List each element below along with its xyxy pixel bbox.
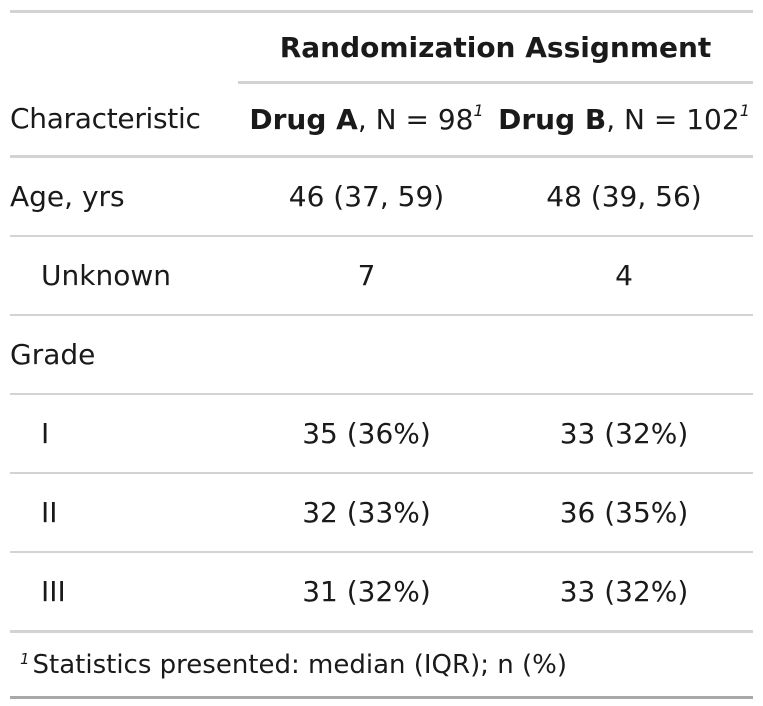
- table-row: III 31 (32%) 33 (32%): [10, 552, 753, 633]
- column-header-drug-a: Drug A, N = 981: [238, 82, 495, 158]
- column-header-characteristic: Characteristic: [10, 82, 238, 158]
- cell-drug-a: 32 (33%): [238, 473, 495, 553]
- spanner-label: Randomization Assignment: [238, 10, 753, 84]
- table-row: Unknown 7 4: [10, 236, 753, 316]
- cell-drug-b: [495, 315, 753, 395]
- table-row: I 35 (36%) 33 (32%): [10, 394, 753, 474]
- cell-drug-a: 46 (37, 59): [238, 156, 495, 237]
- table-row: II 32 (33%) 36 (35%): [10, 473, 753, 553]
- table-row: Age, yrs 46 (37, 59) 48 (39, 56): [10, 156, 753, 237]
- cell-drug-b: 4: [495, 236, 753, 316]
- column-header-drug-b: Drug B, N = 1021: [495, 82, 753, 158]
- cell-drug-b: 36 (35%): [495, 473, 753, 553]
- cell-drug-b: 33 (32%): [495, 394, 753, 474]
- group-n: , N = 102: [606, 103, 740, 136]
- footnote-text: Statistics presented: median (IQR); n (%…: [32, 649, 567, 680]
- row-label: I: [10, 394, 238, 474]
- cell-drug-a: 7: [238, 236, 495, 316]
- group-n: , N = 98: [357, 103, 474, 136]
- spanner-empty-cell: [10, 10, 238, 83]
- cell-drug-a: 35 (36%): [238, 394, 495, 474]
- spanner-row: Randomization Assignment: [10, 10, 753, 84]
- table-row: Grade: [10, 315, 753, 395]
- column-header-row: Characteristic Drug A, N = 981 Drug B, N…: [10, 82, 753, 158]
- group-name: Drug B: [498, 103, 607, 136]
- footnote-mark: 1: [739, 101, 750, 120]
- summary-table-container: Randomization Assignment Characteristic …: [10, 10, 753, 699]
- row-label: III: [10, 552, 238, 633]
- row-label: Unknown: [10, 236, 238, 316]
- row-label: Grade: [10, 315, 238, 395]
- summary-table: Randomization Assignment Characteristic …: [10, 10, 753, 699]
- row-label: Age, yrs: [10, 156, 238, 237]
- cell-drug-a: 31 (32%): [238, 552, 495, 633]
- footnote-mark: 1: [20, 649, 30, 668]
- footnote: 1 Statistics presented: median (IQR); n (…: [10, 631, 753, 699]
- cell-drug-a: [238, 315, 495, 395]
- group-name: Drug A: [249, 103, 358, 136]
- footnote-row: 1 Statistics presented: median (IQR); n (…: [10, 631, 753, 699]
- row-label: II: [10, 473, 238, 553]
- cell-drug-b: 48 (39, 56): [495, 156, 753, 237]
- footnote-mark: 1: [473, 101, 484, 120]
- cell-drug-b: 33 (32%): [495, 552, 753, 633]
